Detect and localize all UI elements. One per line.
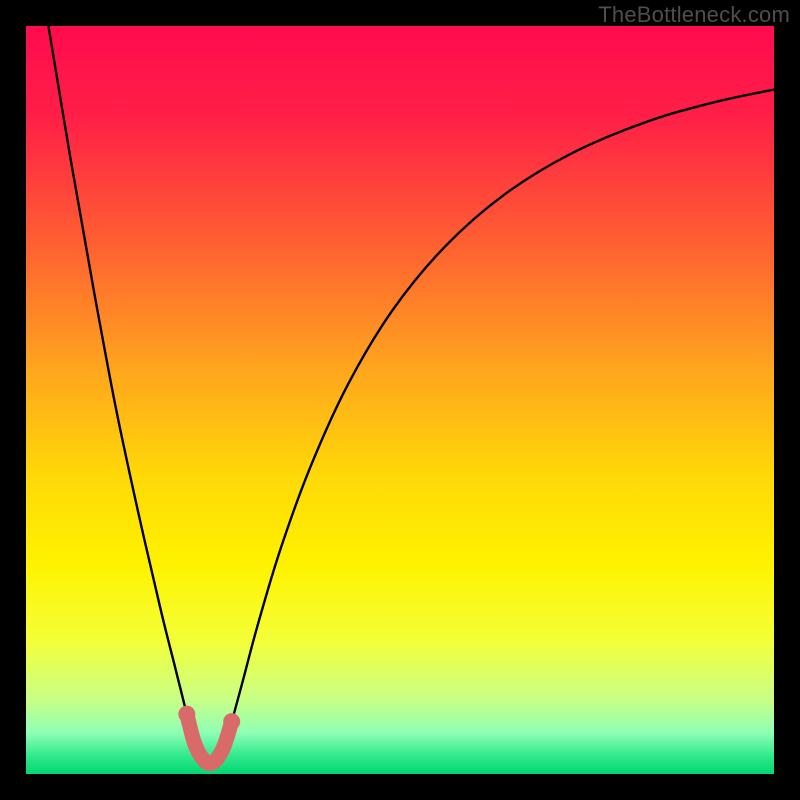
watermark-text: TheBottleneck.com: [598, 2, 790, 28]
bottleneck-chart: [0, 0, 800, 800]
chart-gradient-background: [26, 26, 774, 774]
optimal-range-dot-right: [223, 713, 240, 730]
optimal-range-dot-left: [178, 706, 195, 723]
